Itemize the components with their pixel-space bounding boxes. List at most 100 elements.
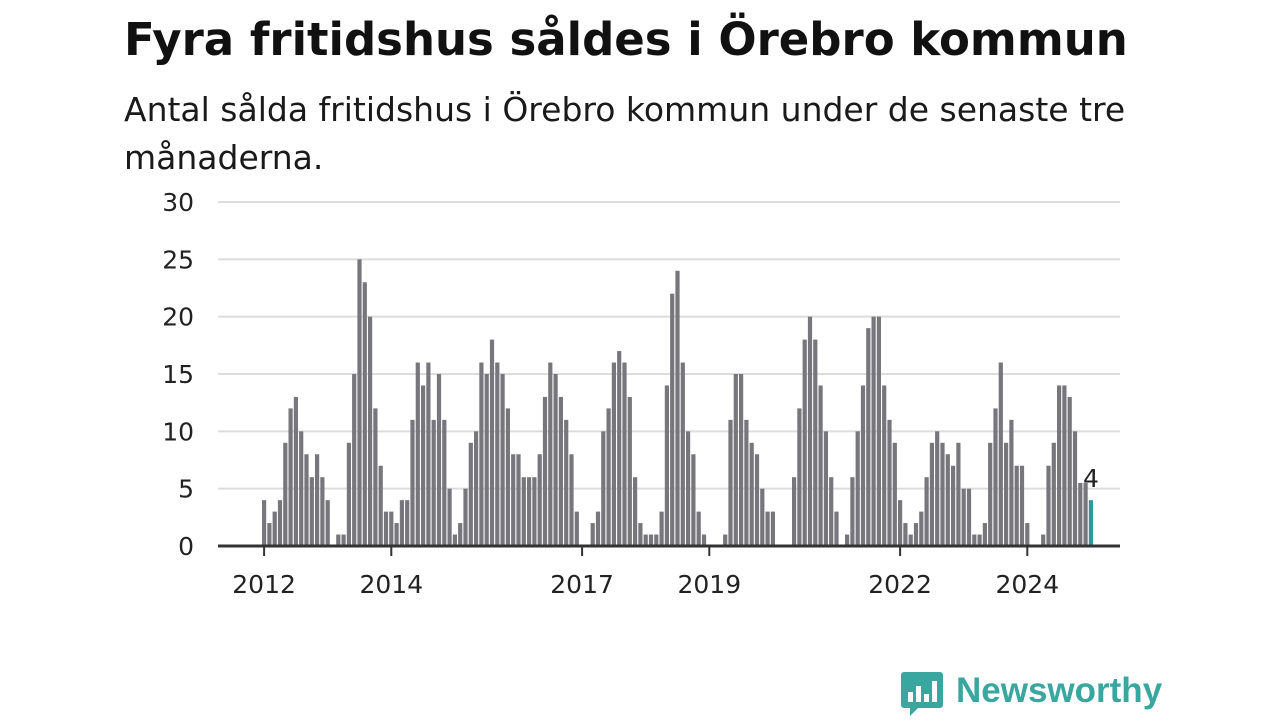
bar	[373, 408, 378, 546]
bar	[521, 477, 526, 546]
bar	[1072, 431, 1078, 546]
bar	[929, 442, 934, 546]
bar	[850, 477, 855, 546]
bar	[611, 362, 616, 546]
bar	[548, 362, 553, 546]
bar	[468, 442, 473, 546]
bar	[346, 442, 351, 546]
bar	[643, 534, 648, 546]
bar	[394, 523, 399, 546]
bar	[940, 442, 945, 546]
bars	[262, 259, 1093, 546]
x-tick-label: 2014	[359, 570, 423, 599]
bar	[1014, 465, 1019, 546]
bar	[754, 454, 760, 546]
bar	[1083, 482, 1088, 546]
bar	[908, 534, 913, 546]
bar	[447, 488, 452, 546]
bar	[415, 362, 420, 546]
bar	[1025, 523, 1030, 546]
bar	[627, 396, 632, 546]
bar	[956, 442, 961, 546]
bar	[1067, 396, 1072, 546]
bar	[288, 408, 293, 546]
bar	[1041, 534, 1046, 546]
bar	[293, 396, 298, 546]
bar	[489, 339, 495, 546]
bar	[495, 362, 500, 546]
bar	[1004, 442, 1009, 546]
bar	[606, 408, 611, 546]
bar	[267, 523, 272, 546]
bar	[458, 523, 463, 546]
bar	[505, 408, 510, 546]
bar	[277, 500, 283, 546]
y-tick-label: 15	[162, 360, 194, 389]
bar	[352, 374, 357, 546]
bar	[680, 362, 685, 546]
bar	[558, 396, 563, 546]
x-tick-label: 2019	[677, 570, 741, 599]
bar	[638, 523, 643, 546]
bar	[845, 534, 850, 546]
chart-title: Fyra fritidshus såldes i Örebro kommun	[124, 13, 1128, 66]
bar	[325, 500, 330, 546]
bar	[309, 477, 314, 546]
bar	[1078, 482, 1083, 546]
bar	[511, 454, 516, 546]
bar	[1057, 385, 1062, 546]
bar	[532, 477, 537, 546]
bar	[993, 408, 998, 546]
bar	[436, 374, 442, 546]
bar	[357, 259, 362, 546]
bar	[961, 488, 966, 546]
bar	[595, 511, 601, 546]
bar	[807, 316, 813, 546]
bar	[866, 328, 871, 546]
y-tick-label: 10	[162, 417, 194, 446]
bar	[452, 534, 457, 546]
bar	[320, 477, 325, 546]
bar	[892, 442, 897, 546]
x-tick-label: 2017	[550, 570, 614, 599]
bar	[770, 511, 775, 546]
x-tick-label: 2022	[868, 570, 932, 599]
bar	[829, 477, 834, 546]
bar	[792, 477, 797, 546]
bar	[855, 431, 860, 546]
bar	[760, 488, 765, 546]
bar	[818, 385, 823, 546]
x-tick-label: 2012	[232, 570, 296, 599]
bar	[802, 339, 807, 546]
bar	[860, 385, 866, 546]
bar	[696, 511, 701, 546]
bar	[670, 293, 675, 546]
brand-name: Newsworthy	[956, 671, 1163, 710]
bar	[1009, 419, 1014, 546]
bar	[823, 431, 828, 546]
bar-highlighted	[1088, 500, 1093, 546]
bar	[744, 419, 749, 546]
bar	[977, 534, 982, 546]
bar	[426, 362, 431, 546]
bar	[913, 523, 919, 546]
x-axis-ticks: 2012 2014 2017 2019 2022 2024	[232, 546, 1059, 599]
bar	[574, 511, 579, 546]
bar	[898, 500, 903, 546]
bar	[299, 431, 304, 546]
bar	[988, 442, 993, 546]
bar	[797, 408, 802, 546]
bar	[399, 500, 404, 546]
bar	[590, 523, 595, 546]
bar	[516, 454, 521, 546]
bar	[765, 511, 770, 546]
bar	[283, 442, 288, 546]
y-tick-label: 30	[162, 188, 194, 217]
bar	[389, 511, 394, 546]
bar	[421, 385, 426, 546]
bar	[701, 534, 707, 546]
bar	[1019, 465, 1025, 546]
chart-subtitle: Antal sålda fritidshus i Örebro kommun u…	[124, 90, 1126, 177]
bar	[998, 362, 1003, 546]
bar	[882, 385, 887, 546]
